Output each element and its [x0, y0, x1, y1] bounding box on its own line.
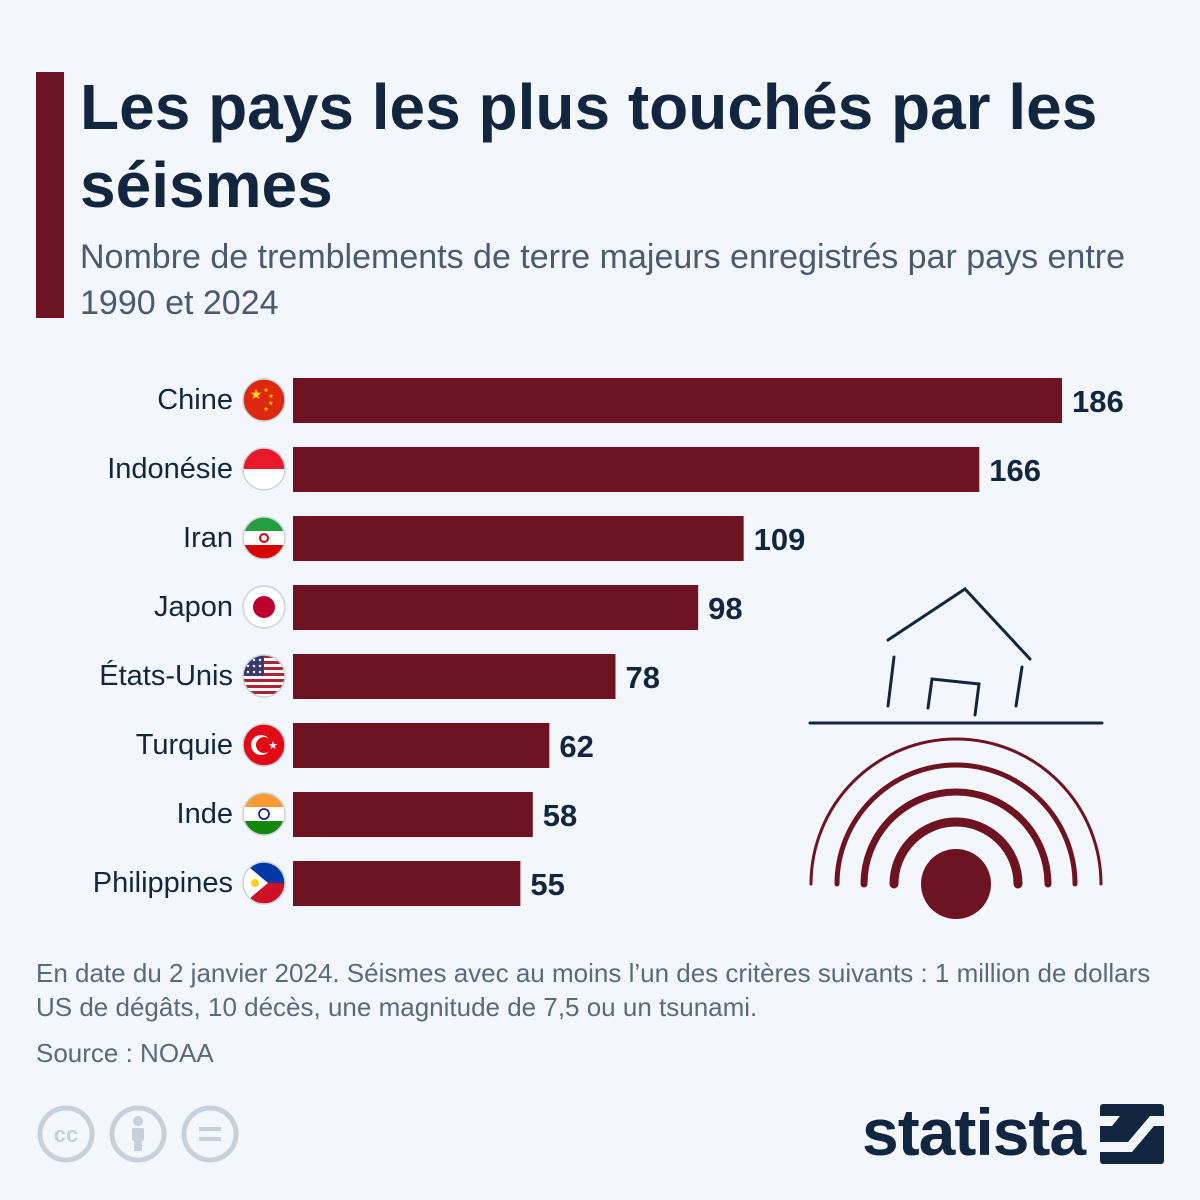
attribution-icon: [109, 1105, 167, 1163]
svg-text:★: ★: [250, 386, 263, 402]
value-label: 78: [625, 660, 659, 695]
category-label: Inde: [177, 798, 233, 830]
value-label: 55: [530, 867, 564, 902]
value-label: 109: [754, 522, 806, 557]
bar-row-5: États-Unis 78: [99, 654, 660, 699]
bar-row-7: Inde 58: [177, 792, 577, 837]
category-label: États-Unis: [99, 659, 233, 692]
value-label: 166: [989, 453, 1041, 488]
category-label: Chine: [157, 384, 233, 416]
category-label: Indonésie: [107, 453, 233, 485]
category-label: Iran: [183, 522, 233, 554]
bar-row-3: Iran 109: [183, 516, 805, 561]
statista-logo-text: statista: [862, 1095, 1086, 1169]
bar: [293, 378, 1062, 423]
bar: [293, 723, 550, 768]
value-label: 62: [559, 729, 593, 764]
category-label: Japon: [154, 591, 233, 623]
bar: [293, 861, 521, 906]
value-label: 186: [1072, 384, 1124, 419]
svg-text:★: ★: [268, 393, 273, 400]
title-accent-bar: [36, 72, 64, 318]
svg-text:★: ★: [268, 400, 273, 407]
bar: [293, 654, 616, 699]
creative-commons-icon: cc: [37, 1105, 95, 1163]
bar: [293, 516, 744, 561]
india-flag-icon: [242, 792, 286, 836]
bar: [293, 792, 533, 837]
bar: [293, 585, 699, 630]
usa-flag-icon: [242, 654, 286, 698]
bar-row-8: Philippines 55: [93, 861, 565, 906]
bar-row-2: Indonésie 166: [107, 447, 1041, 492]
no-derivatives-icon: [181, 1105, 239, 1163]
chart-source: Source : NOAA: [36, 1038, 214, 1068]
philippines-flag-icon: [242, 861, 286, 905]
chart-note: En date du 2 janvier 2024. Séismes avec …: [36, 958, 1151, 1022]
bar-row-1: Chine ★ ★★★★ 186: [157, 378, 1124, 423]
value-label: 58: [543, 798, 577, 833]
page-subtitle: Nombre de tremblements de terre majeurs …: [80, 238, 1126, 322]
indonesia-flag-icon: [242, 447, 286, 491]
bar-row-6: Turquie ★ 62: [136, 723, 594, 768]
iran-flag-icon: [242, 516, 286, 560]
statista-logo-icon: [1100, 1104, 1164, 1164]
bar: [293, 447, 980, 492]
china-flag-icon: ★ ★★★★: [242, 378, 286, 422]
bar-row-4: Japon 98: [154, 585, 743, 630]
svg-text:★: ★: [263, 387, 268, 394]
turkey-flag-icon: ★: [242, 723, 286, 767]
svg-text:cc: cc: [54, 1122, 78, 1147]
category-label: Turquie: [136, 729, 233, 761]
earthquake-house-icon: [808, 587, 1104, 919]
page-title: Les pays les plus touchés par les séisme…: [80, 71, 1098, 221]
category-label: Philippines: [93, 867, 233, 899]
svg-text:★: ★: [263, 406, 268, 413]
value-label: 98: [708, 591, 742, 626]
japan-flag-icon: [242, 585, 286, 629]
svg-text:★: ★: [268, 740, 278, 752]
